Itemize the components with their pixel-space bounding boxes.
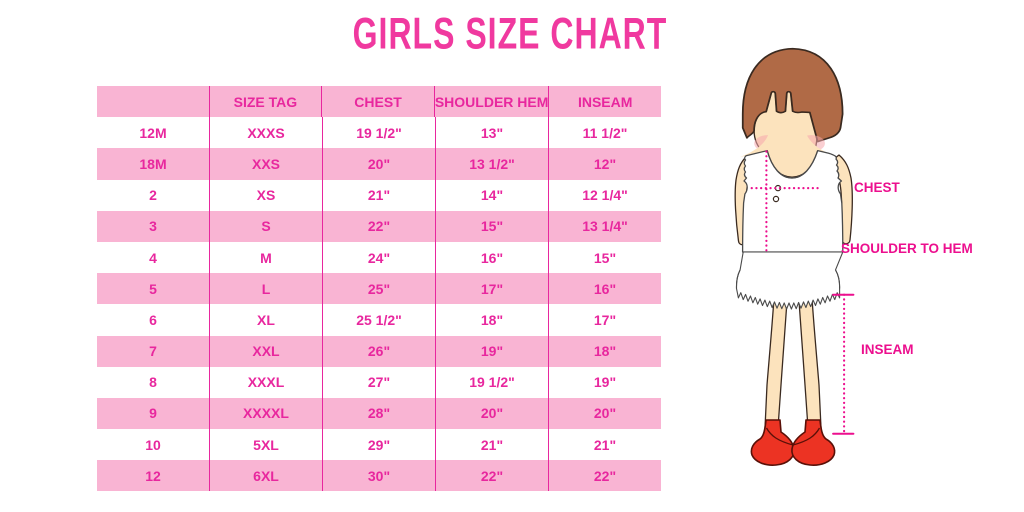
svg-text:SHOULDER TO HEM: SHOULDER TO HEM bbox=[841, 241, 973, 256]
svg-text:CHEST: CHEST bbox=[854, 180, 901, 195]
svg-text:INSEAM: INSEAM bbox=[861, 342, 914, 357]
